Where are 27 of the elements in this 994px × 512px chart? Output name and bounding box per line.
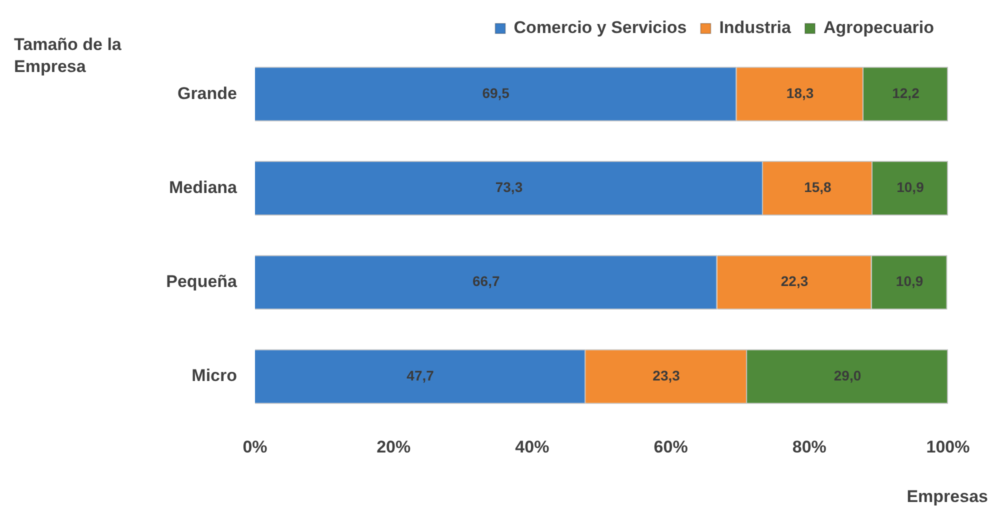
y-tick-label: Micro	[192, 366, 237, 386]
legend-label: Agropecuario	[823, 18, 934, 38]
data-label: 10,9	[896, 179, 924, 196]
y-tick-label: Grande	[177, 84, 237, 103]
x-tick-label: 40%	[515, 437, 550, 456]
data-label: 23,3	[652, 367, 680, 384]
data-label: 73,3	[495, 179, 523, 196]
legend-label: Comercio y Servicios	[514, 18, 687, 38]
data-label: 15,8	[804, 179, 832, 196]
x-tick-label: 60%	[654, 437, 688, 456]
data-label: 12,2	[892, 84, 920, 101]
x-axis-title: Empresas	[906, 486, 988, 508]
x-tick-label: 0%	[242, 437, 268, 456]
data-label: 18,3	[786, 84, 814, 101]
data-label: 69,5	[482, 84, 510, 101]
y-axis-title: Tamaño de la Empresa	[14, 34, 122, 78]
y-tick-label: Mediana	[168, 178, 238, 197]
data-label: 47,7	[406, 367, 434, 384]
x-tick-label: 100%	[926, 437, 970, 456]
legend-label: Industria	[719, 18, 792, 38]
data-label: 22,3	[780, 273, 808, 290]
data-label: 10,9	[896, 273, 924, 290]
y-tick-label: Pequeña	[166, 272, 238, 292]
x-tick-label: 20%	[376, 437, 411, 456]
data-label: 66,7	[472, 273, 500, 290]
data-label: 29,0	[834, 367, 862, 384]
x-tick-label: 80%	[792, 437, 826, 456]
